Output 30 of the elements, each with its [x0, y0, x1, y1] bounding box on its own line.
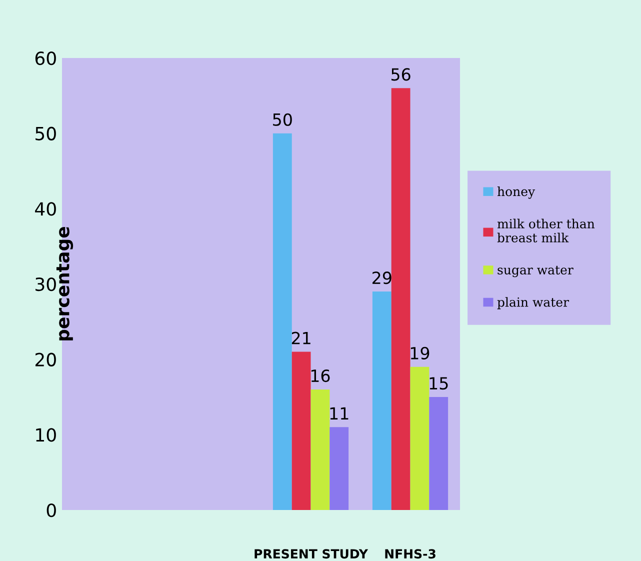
legend-label: milk other than breast milk	[497, 218, 595, 242]
bar	[372, 292, 392, 510]
y-tick-label: 60	[35, 51, 56, 66]
x-tick-label: NFHS-3	[385, 549, 436, 559]
data-label: 16	[311, 369, 330, 382]
y-tick-label: 50	[36, 126, 56, 140]
bar	[391, 88, 410, 510]
y-tick-label: 30	[36, 277, 56, 292]
data-label: 15	[430, 377, 448, 390]
bar	[410, 366, 430, 510]
bar	[310, 389, 330, 510]
bar	[272, 133, 292, 510]
bar	[292, 352, 311, 510]
data-label: 29	[372, 272, 392, 284]
legend-label: honey	[497, 186, 536, 199]
y-tick-label: 40	[35, 202, 56, 216]
data-label: 19	[410, 346, 430, 360]
legend-label: sugar water	[498, 266, 574, 278]
data-label: 56	[391, 68, 410, 81]
y-axis-title: percentage	[56, 226, 74, 340]
bar	[330, 427, 349, 510]
data-label: 11	[330, 407, 348, 420]
x-tick-label: PRESENT STUDY	[254, 549, 368, 559]
y-tick-label: 10	[36, 428, 56, 442]
y-tick-label: 20	[35, 352, 56, 366]
data-label: 50	[273, 113, 292, 126]
data-label: 21	[292, 332, 310, 344]
bar	[429, 397, 448, 510]
y-tick-label: 0	[46, 503, 56, 518]
legend-label: plain water	[497, 297, 570, 310]
